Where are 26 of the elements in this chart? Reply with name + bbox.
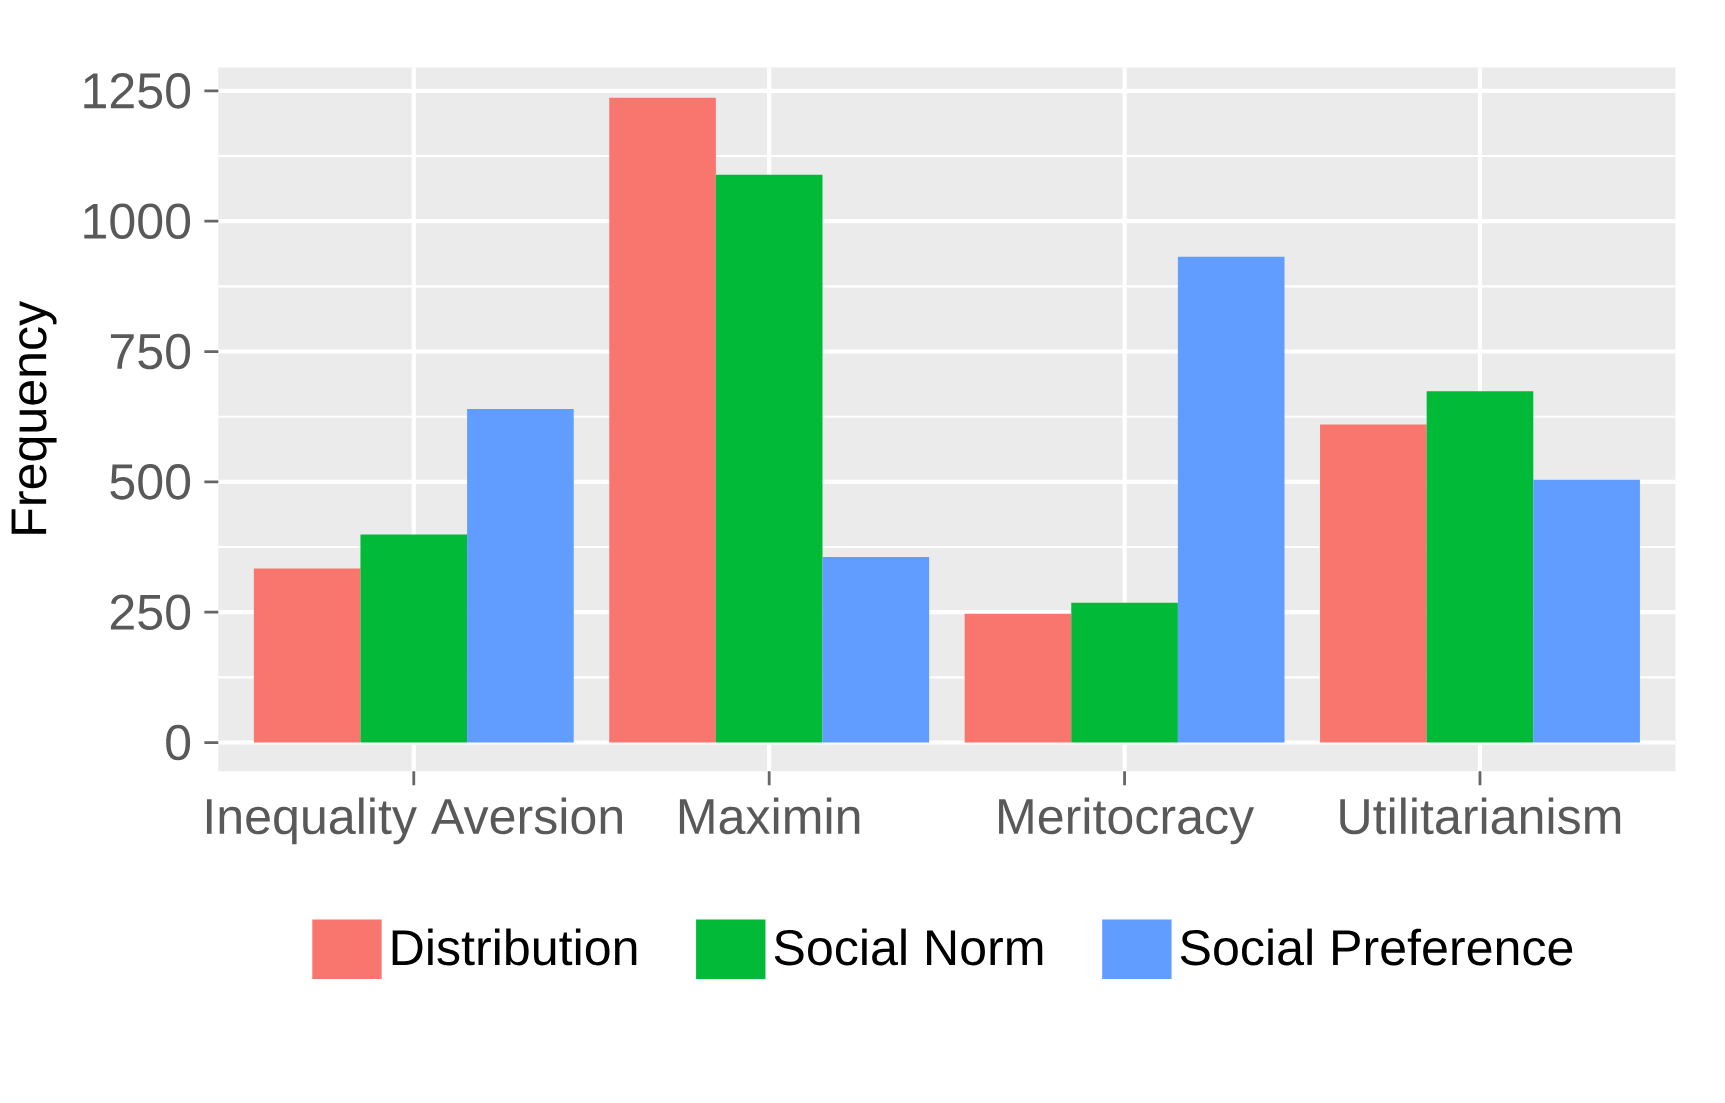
bar — [467, 408, 574, 743]
y-tick-label: 500 — [110, 463, 191, 500]
bar — [360, 534, 468, 743]
bar — [609, 97, 716, 743]
x-tick-label: Inequality Aversion — [206, 797, 622, 845]
y-tick-label: 1250 — [84, 72, 191, 109]
y-tick-label: 750 — [110, 333, 191, 370]
bar — [964, 613, 1072, 743]
bar — [1426, 391, 1534, 743]
bar — [822, 556, 930, 743]
bar — [1320, 424, 1427, 743]
x-tick-label: Meritocracy — [999, 797, 1255, 845]
y-tick-label: 1000 — [84, 203, 191, 239]
legend-label: Distribution — [392, 928, 637, 966]
legend-label: Social Preference — [1180, 928, 1573, 966]
x-tick-label: Utilitarianism — [1340, 797, 1621, 835]
bar — [1177, 256, 1285, 743]
x-tick-label: Maximin — [679, 797, 860, 835]
y-axis-title: Frequency — [11, 300, 57, 534]
y-tick-label: 0 — [166, 724, 191, 761]
bar — [1071, 602, 1178, 743]
y-tick-label: 250 — [110, 594, 191, 630]
legend-label: Social Norm — [774, 928, 1043, 966]
bar — [253, 568, 361, 743]
bar — [715, 174, 823, 743]
bar — [1533, 479, 1640, 743]
